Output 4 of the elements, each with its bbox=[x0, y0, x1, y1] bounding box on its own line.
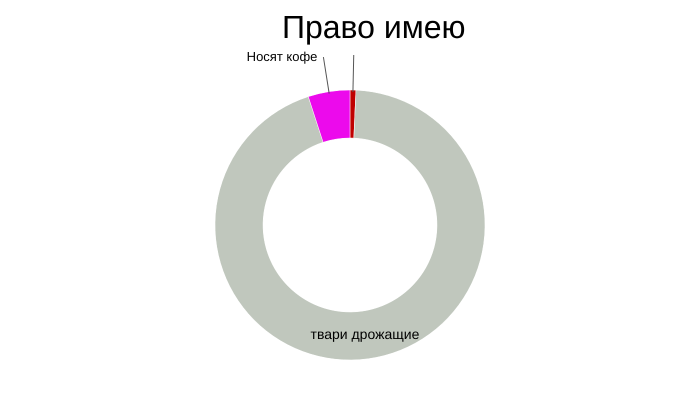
donut-slice bbox=[214, 90, 486, 360]
slice-label: твари дрожащие bbox=[310, 326, 420, 342]
slice-label: Право имею bbox=[282, 9, 466, 46]
slice-label: Носят кофе bbox=[246, 49, 318, 64]
